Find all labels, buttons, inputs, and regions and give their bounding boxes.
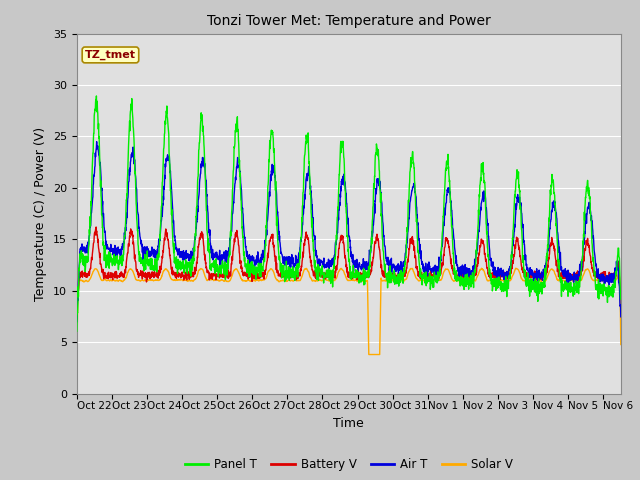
Line: Battery V: Battery V — [77, 227, 621, 291]
Air T — [93, 139, 100, 144]
Text: TZ_tmet: TZ_tmet — [85, 50, 136, 60]
Line: Solar V: Solar V — [77, 268, 621, 355]
Battery V — [502, 274, 509, 279]
Line: Panel T: Panel T — [77, 96, 621, 331]
Air T — [502, 274, 509, 280]
Solar V — [617, 342, 625, 348]
Panel T — [617, 296, 625, 302]
X-axis label: Time: Time — [333, 417, 364, 430]
Solar V — [337, 265, 345, 271]
Solar V — [100, 276, 108, 282]
Solar V — [601, 278, 609, 284]
Panel T — [323, 270, 331, 276]
Battery V — [73, 288, 81, 294]
Battery V — [617, 288, 625, 294]
Solar V — [602, 277, 609, 283]
Air T — [73, 319, 81, 324]
Panel T — [73, 328, 81, 334]
Legend: Panel T, Battery V, Air T, Solar V: Panel T, Battery V, Air T, Solar V — [180, 454, 518, 476]
Air T — [323, 260, 331, 265]
Air T — [601, 276, 609, 282]
Solar V — [73, 352, 81, 358]
Battery V — [92, 224, 100, 230]
Title: Tonzi Tower Met: Temperature and Power: Tonzi Tower Met: Temperature and Power — [207, 14, 491, 28]
Panel T — [602, 287, 609, 293]
Panel T — [601, 288, 609, 293]
Air T — [101, 229, 109, 235]
Solar V — [501, 278, 509, 284]
Battery V — [601, 271, 609, 277]
Panel T — [502, 288, 509, 294]
Battery V — [101, 270, 109, 276]
Battery V — [338, 237, 346, 242]
Panel T — [101, 243, 109, 249]
Solar V — [323, 277, 331, 283]
Air T — [602, 280, 609, 286]
Line: Air T: Air T — [77, 142, 621, 322]
Battery V — [323, 273, 331, 278]
Panel T — [93, 93, 100, 99]
Y-axis label: Temperature (C) / Power (V): Temperature (C) / Power (V) — [35, 127, 47, 300]
Air T — [617, 314, 625, 320]
Panel T — [338, 145, 346, 151]
Solar V — [512, 265, 520, 271]
Battery V — [602, 269, 609, 275]
Air T — [338, 179, 346, 185]
